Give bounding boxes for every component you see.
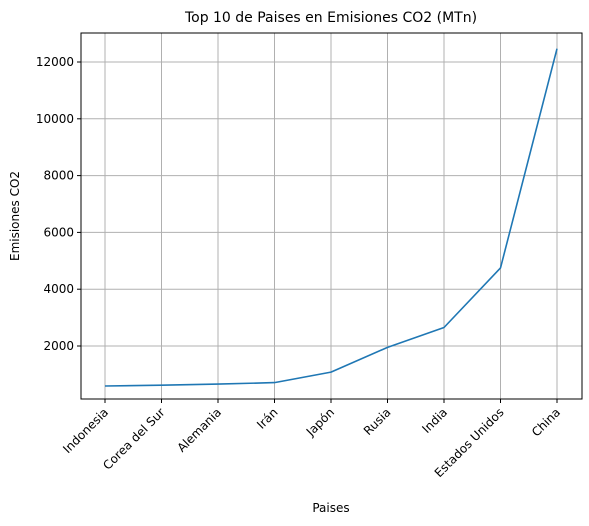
x-tick-label: Rusia bbox=[361, 405, 394, 438]
y-tick-label: 4000 bbox=[43, 282, 74, 296]
x-tick-label: India bbox=[419, 405, 450, 436]
y-tick-label: 10000 bbox=[36, 112, 74, 126]
x-tick-label: Irán bbox=[254, 405, 280, 431]
x-tick-label: Japón bbox=[303, 405, 337, 439]
x-tick-label: Alemania bbox=[174, 405, 224, 455]
plot-area bbox=[104, 48, 558, 387]
y-tick-label: 8000 bbox=[43, 169, 74, 183]
chart-title: Top 10 de Paises en Emisiones CO2 (MTn) bbox=[184, 10, 477, 26]
y-tick-label: 2000 bbox=[43, 339, 74, 353]
x-tick-label: Indonesia bbox=[60, 405, 111, 456]
y-tick-label: 6000 bbox=[43, 225, 74, 239]
grid bbox=[81, 33, 582, 399]
y-axis-label: Emisiones CO2 bbox=[8, 171, 22, 261]
x-axis-label: Paises bbox=[312, 501, 349, 515]
series-line bbox=[104, 48, 558, 387]
x-tick-label: China bbox=[529, 405, 563, 439]
y-tick-label: 12000 bbox=[36, 55, 74, 69]
y-axis: 2000 4000 6000 8000 10000 12000 bbox=[36, 55, 81, 353]
